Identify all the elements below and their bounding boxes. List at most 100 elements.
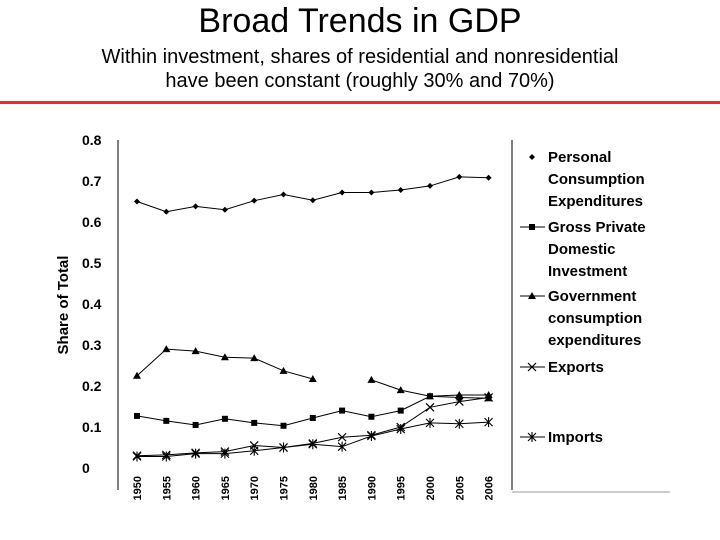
data-point <box>485 174 492 181</box>
data-point <box>484 393 494 402</box>
data-point <box>396 386 405 394</box>
data-point <box>396 424 406 435</box>
data-point <box>279 442 288 453</box>
legend-item-exports: Exports <box>520 359 604 376</box>
legend-marker <box>529 224 535 230</box>
legend-item-imports: Imports <box>520 429 603 446</box>
x-tick-label: 1965 <box>220 476 232 500</box>
legend-label: Investment <box>548 263 627 280</box>
data-point <box>368 189 375 196</box>
y-tick-label: 0.1 <box>82 419 102 435</box>
legend-label: consumption <box>548 310 642 327</box>
data-point <box>367 431 376 442</box>
data-point <box>134 412 140 419</box>
data-point <box>134 198 140 205</box>
data-point <box>339 407 346 414</box>
data-point <box>427 182 433 189</box>
data-point <box>191 448 200 459</box>
data-point <box>132 451 142 462</box>
data-point <box>161 451 171 462</box>
data-point <box>308 439 318 450</box>
subtitle-line-1: Within investment, shares of residential… <box>101 46 619 68</box>
legend-item-government-consumption-expenditures: Government consumption expenditures <box>520 288 642 349</box>
data-point <box>425 402 435 412</box>
legend-label: Imports <box>548 429 603 446</box>
data-point <box>484 417 493 428</box>
legend-marker <box>529 154 535 160</box>
x-tick-label: 2006 <box>484 476 496 500</box>
data-point <box>454 418 464 429</box>
series-personal-consumption-expenditures <box>134 173 492 215</box>
legend-label: Domestic <box>548 241 616 258</box>
x-tick-label: 1960 <box>191 476 203 500</box>
data-point <box>221 415 228 422</box>
data-point <box>337 432 347 442</box>
x-tick-label: 2000 <box>425 476 437 500</box>
series-line <box>136 176 489 213</box>
y-tick-label: 0 <box>82 460 90 476</box>
data-point <box>251 197 258 204</box>
data-point <box>309 197 316 204</box>
data-point <box>367 375 376 383</box>
legend-marker <box>527 432 537 442</box>
data-point <box>397 407 404 414</box>
y-tick-label: 0.2 <box>82 378 102 394</box>
y-tick-label: 0.7 <box>82 173 102 189</box>
data-point <box>308 375 317 383</box>
data-point <box>192 421 199 428</box>
data-point <box>221 206 228 213</box>
y-tick-label: 0.3 <box>82 337 102 353</box>
data-point <box>163 208 170 215</box>
data-point <box>456 173 463 180</box>
y-tick-label: 0.8 <box>82 132 102 148</box>
data-point <box>220 353 229 361</box>
series-line <box>136 348 489 397</box>
data-point <box>249 445 259 456</box>
legend-marker <box>527 362 537 372</box>
data-point <box>192 203 199 210</box>
legend-label: expenditures <box>548 332 641 349</box>
data-point <box>191 347 200 355</box>
data-point <box>368 413 375 420</box>
x-tick-label: 2005 <box>454 476 466 500</box>
data-point <box>162 345 171 353</box>
legend-item-gross-private-domestic-investment: Gross Private Domestic Investment <box>520 219 646 280</box>
x-tick-label: 1970 <box>249 476 261 500</box>
data-point <box>133 371 141 379</box>
x-tick-label: 1990 <box>366 476 378 500</box>
subtitle-line-2: have been constant (roughly 30% and 70%) <box>165 70 555 92</box>
data-point <box>455 391 464 399</box>
data-point <box>337 441 347 452</box>
legend-marker <box>528 292 536 299</box>
x-tick-label: 1955 <box>161 476 173 500</box>
slide-title: Broad Trends in GDP <box>198 2 522 40</box>
data-point <box>251 419 258 426</box>
slide-subtitle: Within investment, shares of residential… <box>20 45 700 93</box>
data-point <box>454 397 464 407</box>
data-point <box>426 392 434 400</box>
y-axis-label: Share of Total <box>55 256 72 355</box>
legend-label: Gross Private <box>548 219 646 236</box>
y-tick-label: 0.4 <box>82 296 102 312</box>
x-tick-label: 1980 <box>308 476 320 500</box>
legend-label: Expenditures <box>548 193 643 210</box>
data-point <box>280 422 287 429</box>
legend-label: Exports <box>548 359 604 376</box>
data-point <box>163 417 170 424</box>
series-government-consumption-expenditures <box>133 345 493 400</box>
data-point <box>220 448 230 459</box>
x-tick-label: 1985 <box>337 476 349 500</box>
data-point <box>397 187 404 194</box>
data-point <box>250 354 259 362</box>
series-imports <box>132 417 493 462</box>
legend-label: Consumption <box>548 171 645 188</box>
y-tick-label: 0.5 <box>82 255 102 271</box>
x-tick-label: 1950 <box>132 476 144 500</box>
x-tick-label: 1995 <box>396 476 408 500</box>
series-exports <box>132 393 494 461</box>
legend-label: Personal <box>548 149 611 166</box>
legend-item-personal-consumption-expenditures: Personal Consumption Expenditures <box>529 149 645 210</box>
data-point <box>339 189 346 196</box>
y-tick-label: 0.6 <box>82 214 102 230</box>
